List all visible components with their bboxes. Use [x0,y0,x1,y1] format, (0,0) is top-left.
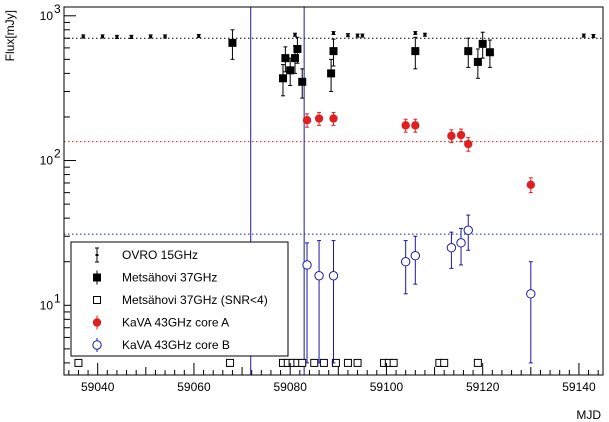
y-tick-exponent: 1 [54,291,61,305]
mets-hovi-37ghz-snr-4-point [319,358,328,367]
kava-43ghz-core-b-point [328,271,339,281]
kava-43ghz-core-b-point [526,289,536,299]
ovro-15ghz-point [149,35,153,38]
y-tick-exponent: 2 [54,147,61,161]
mets-hovi-37ghz-point [411,47,420,56]
mets-hovi-37ghz-point [473,57,482,66]
ovro-15ghz-point [129,35,133,38]
mets-hovi-37ghz-point [329,47,338,56]
kava-43ghz-core-a-point [314,114,324,123]
legend-label: Metsähovi 37GHz [122,271,217,285]
legend-label: KaVA 43GHz core B [122,338,230,352]
mets-hovi-37ghz-point [327,69,336,78]
y-tick-label: 10 [40,154,54,168]
mets-hovi-37ghz-snr-4-point [343,358,352,367]
ovro-15ghz-point [101,35,104,38]
mets-hovi-37ghz-point [278,74,287,83]
ovro-15ghz-point [197,35,201,38]
legend-marker [95,254,99,256]
y-tick-label: 10 [40,9,54,23]
x-tick-label: 59100 [370,380,404,394]
ovro-15ghz-point [582,34,586,37]
kava-43ghz-core-b-point [456,238,466,248]
mets-hovi-37ghz-point [464,47,473,56]
mets-hovi-37ghz-snr-4-point [440,358,449,367]
kava-43ghz-core-a-point [411,121,420,130]
kava-43ghz-core-b-point [463,225,473,235]
ovro-15ghz-point [423,33,427,36]
y-tick-label: 10 [40,298,54,312]
kava-43ghz-core-a-point [329,114,338,123]
kava-43ghz-core-a-point [447,131,456,141]
mets-hovi-37ghz-snr-4-point [353,358,362,367]
mets-hovi-37ghz-point [298,77,307,86]
legend-marker [92,318,102,327]
kava-43ghz-core-a-point [526,180,536,189]
mets-hovi-37ghz-snr-4-point [74,358,83,367]
legend-marker [93,296,101,304]
kava-43ghz-core-b-point [410,251,421,261]
mets-hovi-37ghz-point [281,54,290,63]
ovro-15ghz-point [360,34,364,37]
ovro-15ghz-point [346,34,350,37]
mets-hovi-37ghz-snr-4-point [389,358,398,367]
ovro-15ghz-point [293,33,297,36]
x-tick-label: 59040 [81,380,115,394]
kava-43ghz-core-a-point [302,115,312,125]
y-tick-exponent: 3 [54,2,61,16]
legend-box [70,241,289,357]
kava-43ghz-core-b-point [400,257,411,267]
legend-label: KaVA 43GHz core A [122,316,229,330]
ovro-15ghz-point [332,32,335,35]
mets-hovi-37ghz-point [291,54,299,63]
legend-marker [93,273,101,282]
mets-hovi-37ghz-snr-4-point [226,358,235,367]
mets-hovi-37ghz-point [293,44,302,53]
mets-hovi-37ghz-snr-4-point [473,358,482,367]
mets-hovi-37ghz-snr-4-point [298,358,307,367]
x-axis-label: MJD [576,408,601,422]
ovro-15ghz-point [591,35,595,38]
x-tick-label: 59060 [177,380,211,394]
mets-hovi-37ghz-point [485,48,494,57]
x-tick-label: 59140 [562,380,596,394]
mets-hovi-37ghz-point [286,66,295,75]
ovro-15ghz-point [81,35,85,38]
ovro-15ghz-point [413,32,417,35]
x-tick-label: 59120 [466,380,500,394]
ovro-15ghz-point [163,35,167,38]
ovro-15ghz-point [115,35,119,38]
ovro-15ghz-point [356,34,360,37]
kava-43ghz-core-a-point [464,139,473,149]
kava-43ghz-core-b-point [446,242,457,253]
kava-43ghz-core-a-point [401,121,410,130]
kava-43ghz-core-b-point [302,260,312,270]
plot-frame [63,6,604,376]
x-tick-label: 59080 [274,380,308,394]
legend-label: Metsähovi 37GHz (SNR<4) [122,293,268,307]
y-axis-label: Flux[mJy] [3,10,17,61]
legend-label: OVRO 15GHz [122,248,198,262]
mets-hovi-37ghz-point [228,38,237,47]
legend-marker [92,340,102,350]
mets-hovi-37ghz-snr-4-point [310,358,319,367]
kava-43ghz-core-b-point [314,271,324,281]
kava-43ghz-core-a-point [456,130,466,140]
mets-hovi-37ghz-point [478,39,487,48]
